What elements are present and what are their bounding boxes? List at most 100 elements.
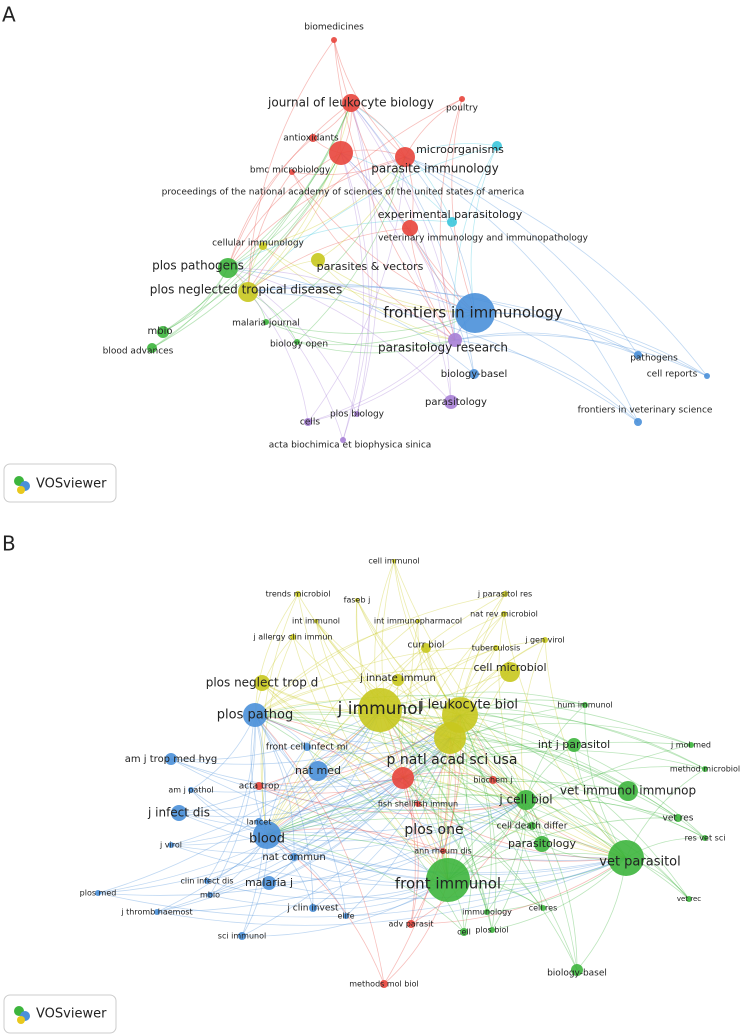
- edge: [317, 259, 476, 314]
- node-label: cell microbiol: [473, 661, 546, 674]
- edge: [544, 639, 627, 859]
- node-label: blood advances: [103, 347, 174, 357]
- edge: [425, 647, 627, 859]
- edge: [470, 145, 498, 314]
- node: [380, 980, 388, 988]
- node: [311, 253, 325, 267]
- edge: [266, 834, 544, 909]
- node: [329, 141, 353, 165]
- edge: [266, 793, 527, 836]
- edge: [525, 704, 586, 801]
- node: [188, 787, 194, 793]
- edge: [350, 102, 456, 341]
- edge: [247, 39, 335, 293]
- edge: [402, 777, 578, 971]
- edge: [379, 705, 706, 770]
- edge: [453, 145, 498, 341]
- edge: [227, 152, 342, 269]
- node-label: antioxidants: [283, 134, 339, 144]
- edge: [340, 152, 456, 341]
- node: [484, 909, 490, 915]
- edge: [459, 714, 578, 971]
- node-label: plos pathogens: [152, 259, 244, 273]
- edge: [447, 852, 627, 881]
- node-label: biomedicines: [304, 23, 364, 33]
- edge: [417, 803, 627, 859]
- node: [440, 848, 446, 854]
- edge: [525, 799, 578, 971]
- vosviewer-logo: VOSviewer: [3, 463, 117, 503]
- node: [392, 767, 414, 789]
- node: [303, 743, 311, 751]
- edge: [525, 798, 706, 839]
- edge: [266, 828, 444, 852]
- edge: [291, 171, 456, 341]
- node: [469, 369, 479, 379]
- node: [534, 836, 550, 852]
- node: [95, 890, 101, 896]
- edge: [254, 714, 347, 917]
- node-label: acta biochimica et biophysica sinica: [269, 441, 432, 451]
- node: [688, 742, 694, 748]
- edge: [291, 171, 476, 314]
- edge: [268, 799, 527, 884]
- node: [407, 920, 415, 928]
- edge: [206, 879, 449, 899]
- node-label: clin infect dis: [180, 877, 233, 886]
- edge: [356, 599, 527, 801]
- edge: [254, 647, 497, 716]
- edge: [379, 709, 488, 913]
- node: [355, 598, 359, 602]
- node-label: j gen virol: [524, 636, 565, 645]
- edge: [306, 737, 451, 755]
- edge: [170, 777, 404, 846]
- node-label: int immunopharmacol: [374, 617, 462, 626]
- edge: [293, 737, 451, 858]
- edge: [227, 267, 358, 415]
- edge: [209, 714, 256, 896]
- node: [331, 37, 337, 43]
- edge: [315, 620, 461, 716]
- edge: [268, 709, 381, 884]
- node: [238, 282, 258, 302]
- node-label: curr biol: [408, 641, 445, 651]
- edge: [156, 777, 404, 913]
- node-label: proceedings of the national academy of s…: [162, 188, 525, 198]
- edge: [227, 267, 452, 403]
- node: [444, 395, 458, 409]
- node-label: faseb j: [344, 596, 371, 605]
- node: [243, 703, 267, 727]
- edge: [404, 156, 708, 377]
- panel-label: A: [2, 3, 16, 27]
- node: [500, 662, 520, 682]
- node-label: fish shellfish immun: [378, 800, 458, 809]
- edge: [491, 799, 527, 931]
- edge: [340, 152, 370, 415]
- node-label: blood: [249, 832, 285, 847]
- edge: [393, 560, 527, 801]
- edge: [170, 709, 381, 846]
- node: [447, 217, 457, 227]
- node: [516, 790, 536, 810]
- node: [489, 927, 495, 933]
- edge: [170, 799, 527, 855]
- edge: [170, 714, 461, 765]
- node-label: sci immunol: [218, 932, 266, 941]
- edge: [404, 156, 639, 356]
- edge: [404, 156, 476, 314]
- edge: [474, 312, 708, 377]
- edge: [404, 156, 639, 423]
- edge: [342, 102, 373, 441]
- edge: [258, 777, 404, 794]
- node: [402, 220, 418, 236]
- edge: [333, 39, 476, 314]
- node: [489, 776, 497, 784]
- edge: [254, 620, 419, 716]
- node: [207, 892, 213, 898]
- edge: [402, 777, 543, 845]
- edge: [297, 593, 451, 739]
- edge: [459, 714, 690, 900]
- edge: [247, 102, 352, 293]
- edge: [266, 777, 404, 836]
- node: [582, 702, 588, 708]
